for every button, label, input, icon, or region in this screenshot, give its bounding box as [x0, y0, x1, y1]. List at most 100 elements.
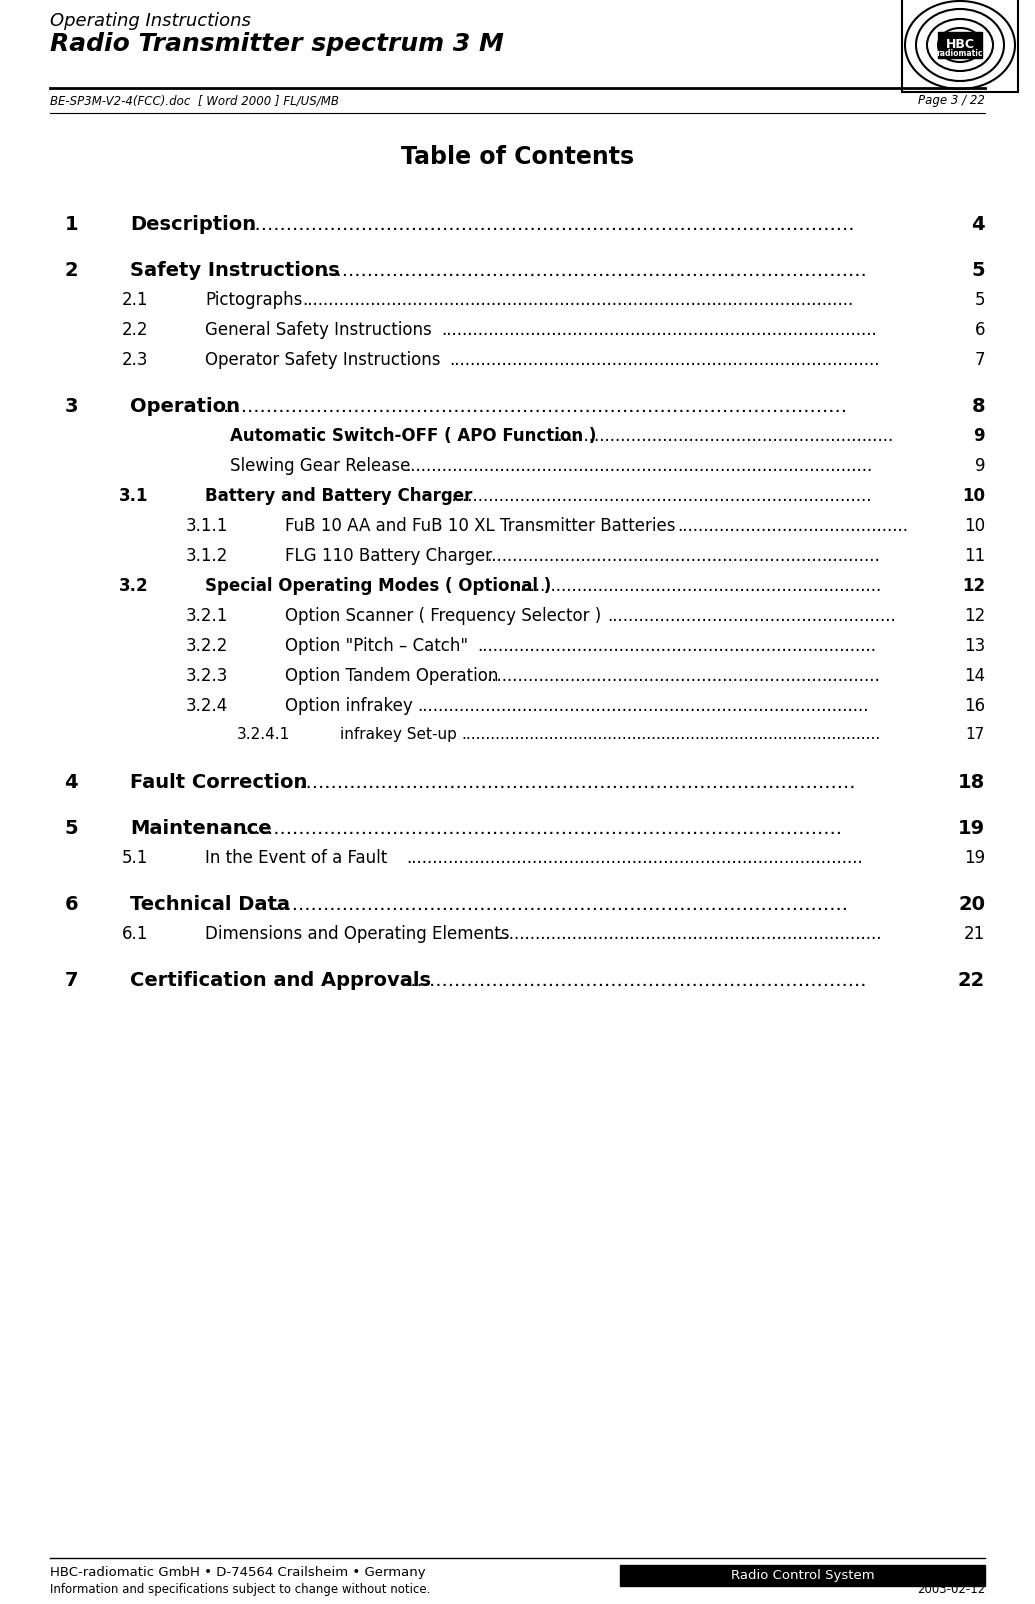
- Text: Operating Instructions: Operating Instructions: [50, 11, 250, 30]
- Text: 5: 5: [975, 290, 985, 310]
- Text: ..........................................................................: ........................................…: [493, 926, 882, 943]
- Text: 22: 22: [957, 970, 985, 990]
- Text: Automatic Switch-OFF ( APO Function ): Automatic Switch-OFF ( APO Function ): [230, 427, 596, 444]
- Text: 3: 3: [64, 398, 78, 415]
- Text: Fault Correction: Fault Correction: [130, 773, 307, 792]
- Text: Safety Instructions: Safety Instructions: [130, 261, 339, 281]
- Text: ................................................................................: ........................................…: [223, 398, 848, 415]
- Text: Page 3 / 22: Page 3 / 22: [918, 95, 985, 107]
- Text: Special Operating Modes ( Optional ): Special Operating Modes ( Optional ): [205, 577, 552, 595]
- Text: .......................................................: ........................................…: [608, 606, 896, 626]
- Text: 3.2: 3.2: [118, 577, 148, 595]
- Text: Pictographs: Pictographs: [205, 290, 302, 310]
- Text: FuB 10 AA and FuB 10 XL Transmitter Batteries: FuB 10 AA and FuB 10 XL Transmitter Batt…: [285, 516, 676, 536]
- Text: ................................................................................: ........................................…: [294, 773, 856, 792]
- Text: BE-SP3M-V2-4(FCC).doc  [ Word 2000 ] FL/US/MB: BE-SP3M-V2-4(FCC).doc [ Word 2000 ] FL/U…: [50, 95, 338, 107]
- Text: 2.2: 2.2: [121, 321, 148, 338]
- Text: 3.1.1: 3.1.1: [185, 516, 228, 536]
- Text: 7: 7: [64, 970, 78, 990]
- Text: Technical Data: Technical Data: [130, 895, 290, 914]
- Text: 12: 12: [962, 577, 985, 595]
- Text: Table of Contents: Table of Contents: [401, 144, 634, 168]
- Text: 3.2.3: 3.2.3: [185, 667, 228, 685]
- Text: 3.1: 3.1: [118, 488, 148, 505]
- Text: ................................................................................: ........................................…: [273, 895, 849, 914]
- Text: ................................................................................: ........................................…: [406, 457, 873, 475]
- Text: 14: 14: [964, 667, 985, 685]
- Text: Dimensions and Operating Elements: Dimensions and Operating Elements: [205, 926, 509, 943]
- Text: ................................................................................: ........................................…: [243, 820, 844, 837]
- Text: ...........................................................................: ........................................…: [486, 547, 880, 565]
- Text: 5.1: 5.1: [122, 849, 148, 868]
- Text: Operator Safety Instructions: Operator Safety Instructions: [205, 351, 441, 369]
- Text: HBC-radiomatic GmbH • D-74564 Crailsheim • Germany: HBC-radiomatic GmbH • D-74564 Crailsheim…: [50, 1566, 425, 1578]
- Text: 2.1: 2.1: [121, 290, 148, 310]
- Text: 3.2.4.1: 3.2.4.1: [237, 727, 290, 743]
- Text: 9: 9: [975, 457, 985, 475]
- Text: 8: 8: [972, 398, 985, 415]
- Text: 20: 20: [958, 895, 985, 914]
- FancyBboxPatch shape: [938, 32, 982, 58]
- Text: Slewing Gear Release: Slewing Gear Release: [230, 457, 410, 475]
- Text: 3.2.2: 3.2.2: [185, 637, 228, 654]
- Text: 3.1.2: 3.1.2: [185, 547, 228, 565]
- Text: .................................................................: ........................................…: [553, 427, 894, 444]
- Text: Battery and Battery Charger: Battery and Battery Charger: [205, 488, 472, 505]
- Text: Description: Description: [130, 215, 256, 234]
- Text: 6.1: 6.1: [122, 926, 148, 943]
- Text: 11: 11: [964, 547, 985, 565]
- Text: ................................................................................: ........................................…: [417, 698, 868, 715]
- Text: ..........................................................................: ........................................…: [405, 970, 867, 990]
- Text: 19: 19: [957, 820, 985, 837]
- Text: Option infrakey: Option infrakey: [285, 698, 413, 715]
- Text: Information and specifications subject to change without notice.: Information and specifications subject t…: [50, 1583, 431, 1596]
- Text: ................................................................................: ........................................…: [441, 488, 871, 505]
- Text: 5: 5: [972, 261, 985, 281]
- Text: radiomatic: radiomatic: [937, 48, 983, 58]
- Text: 21: 21: [964, 926, 985, 943]
- Text: 18: 18: [957, 773, 985, 792]
- Text: 6: 6: [64, 895, 78, 914]
- Text: Radio Control System: Radio Control System: [731, 1569, 875, 1582]
- Text: HBC: HBC: [946, 38, 975, 51]
- Text: 10: 10: [964, 516, 985, 536]
- Text: Radio Transmitter spectrum 3 M: Radio Transmitter spectrum 3 M: [50, 32, 504, 56]
- Text: 12: 12: [964, 606, 985, 626]
- Text: 2003-02-12: 2003-02-12: [917, 1583, 985, 1596]
- Text: 2: 2: [64, 261, 78, 281]
- Text: ................................................................................: ........................................…: [407, 849, 863, 868]
- Text: ................................................................................: ........................................…: [324, 261, 868, 281]
- Text: infrakey Set-up: infrakey Set-up: [341, 727, 456, 743]
- Text: 16: 16: [964, 698, 985, 715]
- Text: 7: 7: [975, 351, 985, 369]
- Text: 2.3: 2.3: [121, 351, 148, 369]
- Text: 5: 5: [64, 820, 78, 837]
- Text: Certification and Approvals: Certification and Approvals: [130, 970, 431, 990]
- Text: 4: 4: [972, 215, 985, 234]
- Text: 19: 19: [964, 849, 985, 868]
- Text: 3.2.4: 3.2.4: [185, 698, 228, 715]
- Text: ................................................................................: ........................................…: [449, 351, 880, 369]
- Text: Option Scanner ( Frequency Selector ): Option Scanner ( Frequency Selector ): [285, 606, 601, 626]
- Text: General Safety Instructions: General Safety Instructions: [205, 321, 432, 338]
- Text: Option Tandem Operation: Option Tandem Operation: [285, 667, 499, 685]
- Text: ................................................................................: ........................................…: [441, 321, 877, 338]
- Text: ............................................: ........................................…: [677, 516, 908, 536]
- Text: FLG 110 Battery Charger: FLG 110 Battery Charger: [285, 547, 492, 565]
- Text: 10: 10: [962, 488, 985, 505]
- Text: ................................................................................: ........................................…: [462, 727, 881, 743]
- FancyBboxPatch shape: [620, 1566, 985, 1586]
- Text: Operation: Operation: [130, 398, 240, 415]
- Text: Option "Pitch – Catch": Option "Pitch – Catch": [285, 637, 468, 654]
- Text: Maintenance: Maintenance: [130, 820, 271, 837]
- Text: In the Event of a Fault: In the Event of a Fault: [205, 849, 387, 868]
- Text: 1: 1: [64, 215, 78, 234]
- Text: ...........................................................................: ........................................…: [486, 667, 880, 685]
- Text: 13: 13: [964, 637, 985, 654]
- Text: ............................................................................: ........................................…: [478, 637, 877, 654]
- Text: .....................................................................: ........................................…: [519, 577, 881, 595]
- Text: ................................................................................: ........................................…: [302, 290, 854, 310]
- Text: 4: 4: [64, 773, 78, 792]
- Text: 3.2.1: 3.2.1: [185, 606, 228, 626]
- Text: ................................................................................: ........................................…: [243, 215, 856, 234]
